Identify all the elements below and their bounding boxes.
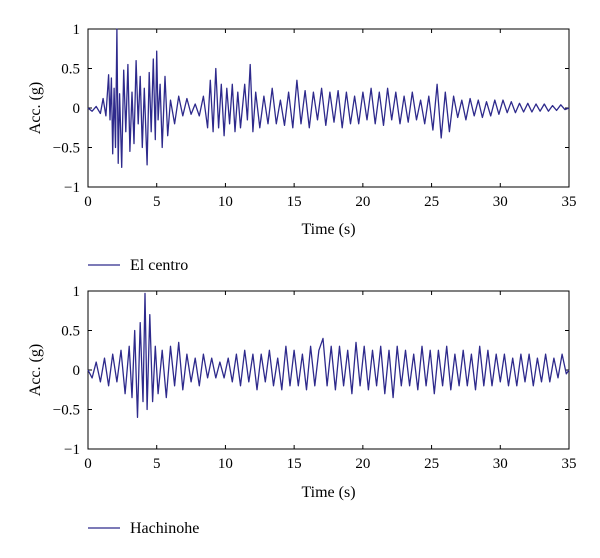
chart2-x-tick-label: 5 — [153, 456, 161, 472]
chart2-x-tick-label: 25 — [424, 456, 439, 472]
chart1-x-tick-label: 30 — [493, 194, 508, 210]
chart2-x-tick-label: 0 — [84, 456, 92, 472]
chart2-y-axis-title: Acc. (g) — [27, 344, 44, 396]
chart1-y-tick-label: −0.5 — [53, 141, 80, 157]
chart2-x-axis-title: Time (s) — [301, 484, 355, 501]
chart1-x-tick-label: 10 — [218, 194, 233, 210]
chart2-y-tick-label: 0.5 — [61, 324, 80, 340]
chart2-legend-label: Hachinohe — [130, 520, 199, 537]
chart1-x-tick-label: 0 — [84, 194, 92, 210]
chart1-x-tick-label: 15 — [287, 194, 302, 210]
chart1-x-tick-label: 25 — [424, 194, 439, 210]
chart1-x-tick-label: 35 — [562, 194, 577, 210]
chart2-x-tick-label: 15 — [287, 456, 302, 472]
chart1-y-tick-label: 1 — [73, 22, 81, 38]
chart2-y-tick-label: 0 — [73, 363, 81, 379]
chart2-x-tick-label: 10 — [218, 456, 233, 472]
chart1-x-axis-title: Time (s) — [301, 221, 355, 238]
chart2-y-tick-label: 1 — [73, 284, 81, 300]
chart1-y-axis-title: Acc. (g) — [27, 82, 44, 134]
chart2-x-tick-label: 35 — [562, 456, 577, 472]
chart1-x-tick-label: 5 — [153, 194, 161, 210]
chart2-y-tick-label: −1 — [64, 442, 80, 458]
chart1-legend-label: El centro — [130, 257, 188, 274]
chart2-series-line — [87, 292, 570, 419]
chart1-y-tick-label: 0 — [73, 101, 81, 117]
chart2-x-tick-label: 20 — [355, 456, 370, 472]
chart2-y-tick-label: −0.5 — [53, 403, 80, 419]
chart2-x-tick-label: 30 — [493, 456, 508, 472]
chart1-series-line — [87, 28, 570, 168]
chart1-x-tick-label: 20 — [355, 194, 370, 210]
chart1-y-tick-label: −1 — [64, 180, 80, 196]
chart1-y-tick-label: 0.5 — [61, 62, 80, 78]
